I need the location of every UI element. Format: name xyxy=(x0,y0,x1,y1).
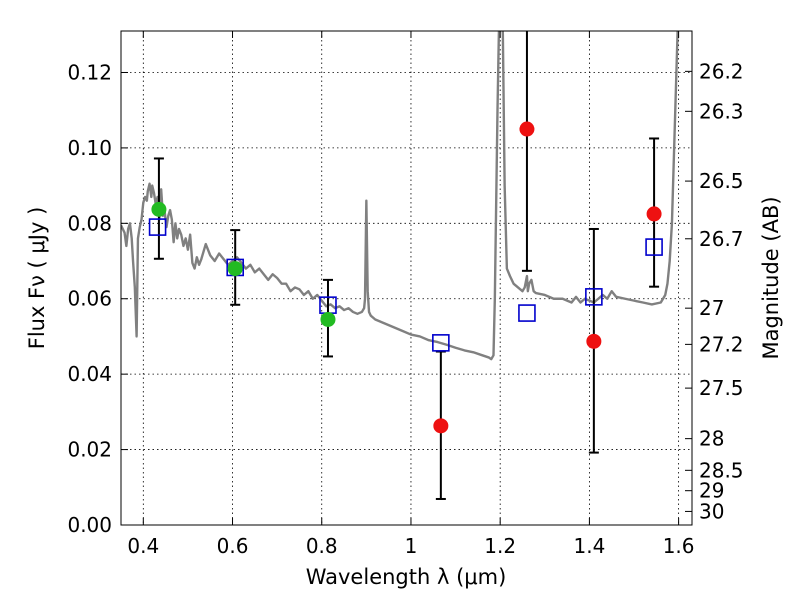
observed-point xyxy=(433,418,449,434)
x-tick-label: 0.8 xyxy=(306,534,338,558)
x-tick-label: 1.2 xyxy=(484,534,516,558)
y-axis-label: Flux Fν ( μJy ) xyxy=(25,207,49,350)
model-point xyxy=(432,334,450,352)
mag-tick-label: 26.3 xyxy=(699,99,744,123)
observed-point xyxy=(519,121,535,137)
y-tick-label: 0.06 xyxy=(67,287,112,311)
x-tick-label: 0.6 xyxy=(217,534,249,558)
mag-tick-label: 26.5 xyxy=(699,169,744,193)
observed-point xyxy=(646,206,662,222)
y-tick-label: 0.02 xyxy=(67,438,112,462)
plot-frame xyxy=(120,30,693,526)
observed-point xyxy=(320,311,336,327)
x-axis-label: Wavelength λ (μm) xyxy=(306,565,507,589)
axis-ticks: 0.4 0.6 0.8 1 1.2 1.4 1.6 0.00 0.02 0.04 0.06 0.08 0… xyxy=(67,31,744,558)
observed-points xyxy=(151,121,662,434)
y-tick-label: 0.00 xyxy=(67,513,112,537)
grid xyxy=(121,31,692,526)
mag-tick-label: 28 xyxy=(699,427,724,451)
observed-point xyxy=(586,333,602,349)
x-tick-label: 1 xyxy=(405,534,418,558)
mag-tick-label: 27.2 xyxy=(699,332,744,356)
y-tick-label: 0.08 xyxy=(67,211,112,235)
x-tick-label: 1.6 xyxy=(663,534,695,558)
mag-tick-label: 29 xyxy=(699,479,724,503)
model-point xyxy=(645,238,663,256)
y-tick-label: 0.12 xyxy=(67,60,112,84)
mag-tick-label: 28.5 xyxy=(699,458,744,482)
y2-axis-label: Magnitude (AB) xyxy=(759,196,783,359)
model-point xyxy=(148,218,167,236)
x-tick-label: 1.4 xyxy=(573,534,605,558)
y-tick-label: 0.10 xyxy=(67,136,112,160)
x-tick-label: 0.4 xyxy=(127,534,159,558)
y-tick-label: 0.04 xyxy=(67,362,112,386)
model-point xyxy=(585,288,603,306)
mag-tick-label: 27 xyxy=(699,296,724,320)
mag-tick-label: 27.5 xyxy=(699,376,744,400)
mag-tick-label: 30 xyxy=(699,499,724,523)
observed-point xyxy=(227,261,243,277)
mag-tick-label: 26.7 xyxy=(699,227,744,251)
mag-tick-label: 26.2 xyxy=(699,59,744,83)
model-point xyxy=(518,304,536,322)
observed-point xyxy=(151,201,167,217)
